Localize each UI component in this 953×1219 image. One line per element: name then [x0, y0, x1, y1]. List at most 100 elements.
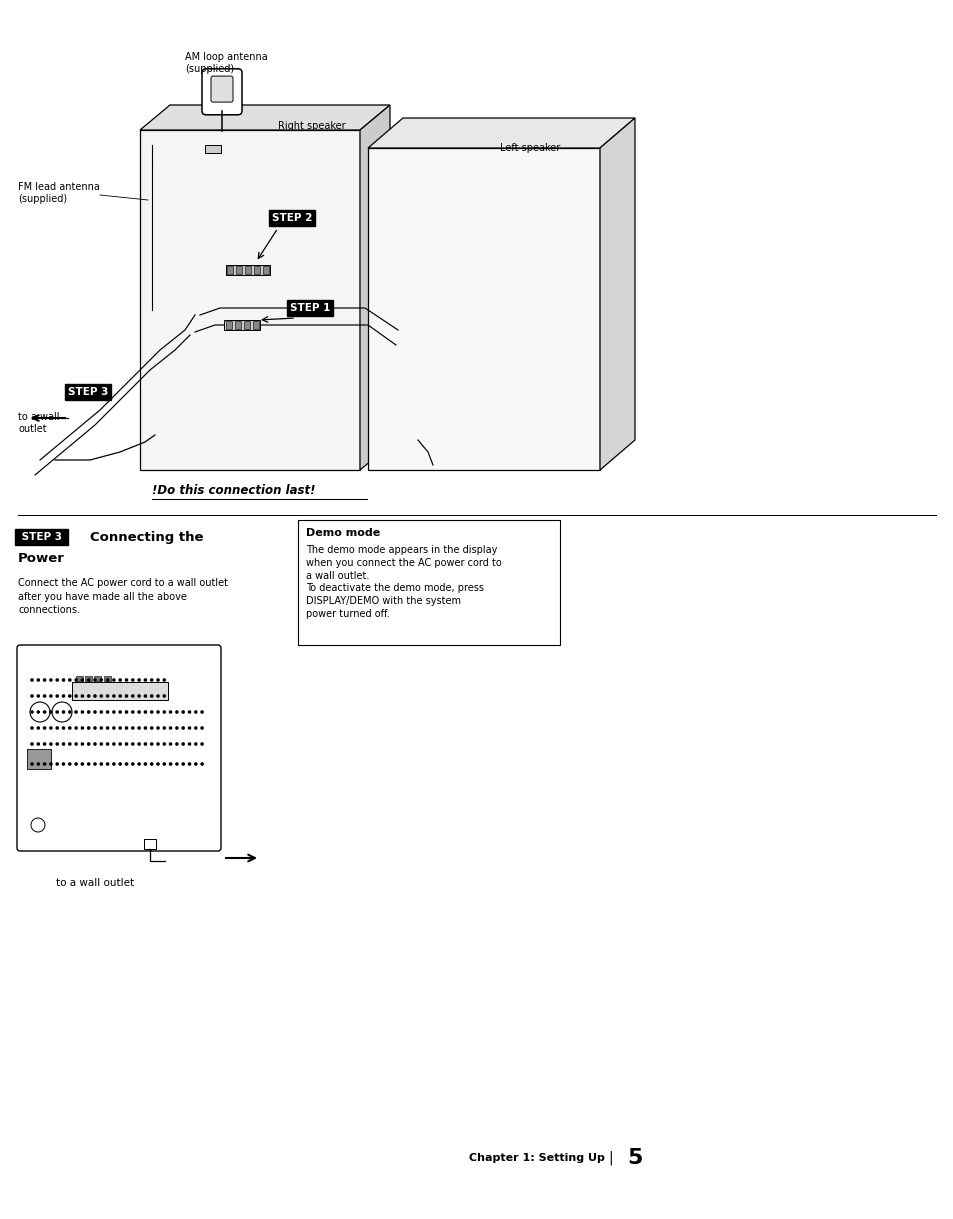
Text: STEP 2: STEP 2	[272, 213, 312, 223]
Circle shape	[163, 695, 165, 697]
Circle shape	[125, 742, 128, 745]
Circle shape	[151, 727, 152, 729]
FancyBboxPatch shape	[234, 321, 241, 329]
Circle shape	[37, 695, 39, 697]
Circle shape	[56, 695, 58, 697]
Text: Right speaker: Right speaker	[277, 121, 345, 130]
Circle shape	[119, 711, 121, 713]
Circle shape	[156, 742, 159, 745]
Circle shape	[81, 679, 84, 681]
Circle shape	[156, 695, 159, 697]
Circle shape	[125, 679, 128, 681]
Text: Demo mode: Demo mode	[306, 528, 380, 538]
Circle shape	[88, 763, 90, 766]
Circle shape	[62, 727, 65, 729]
Polygon shape	[599, 118, 635, 471]
Text: Left speaker: Left speaker	[499, 143, 559, 154]
Text: Chapter 1: Setting Up: Chapter 1: Setting Up	[469, 1153, 604, 1163]
Circle shape	[37, 727, 39, 729]
Circle shape	[132, 727, 133, 729]
FancyBboxPatch shape	[76, 675, 83, 681]
FancyBboxPatch shape	[253, 321, 258, 329]
Circle shape	[100, 679, 102, 681]
Circle shape	[132, 679, 133, 681]
Circle shape	[201, 742, 203, 745]
Circle shape	[62, 711, 65, 713]
Circle shape	[138, 711, 140, 713]
Circle shape	[112, 711, 115, 713]
Circle shape	[88, 742, 90, 745]
Circle shape	[125, 727, 128, 729]
FancyBboxPatch shape	[235, 266, 242, 274]
Circle shape	[56, 763, 58, 766]
Circle shape	[30, 679, 33, 681]
Circle shape	[188, 742, 191, 745]
Text: |: |	[608, 1151, 613, 1165]
Circle shape	[30, 711, 33, 713]
Circle shape	[163, 711, 165, 713]
Circle shape	[132, 742, 133, 745]
Circle shape	[163, 763, 165, 766]
FancyBboxPatch shape	[253, 266, 260, 274]
FancyBboxPatch shape	[202, 68, 242, 115]
Circle shape	[119, 695, 121, 697]
Circle shape	[88, 679, 90, 681]
Text: to a wall outlet: to a wall outlet	[56, 878, 134, 887]
Circle shape	[144, 727, 147, 729]
Circle shape	[175, 763, 178, 766]
Text: STEP 1: STEP 1	[290, 304, 330, 313]
FancyBboxPatch shape	[85, 675, 92, 681]
Circle shape	[88, 711, 90, 713]
Text: STEP 3: STEP 3	[68, 386, 109, 397]
Circle shape	[107, 742, 109, 745]
Circle shape	[201, 727, 203, 729]
Circle shape	[132, 695, 133, 697]
Circle shape	[30, 727, 33, 729]
FancyBboxPatch shape	[17, 645, 221, 851]
FancyBboxPatch shape	[226, 265, 270, 275]
Circle shape	[62, 742, 65, 745]
Circle shape	[93, 763, 96, 766]
Circle shape	[138, 727, 140, 729]
Circle shape	[30, 742, 33, 745]
Circle shape	[69, 711, 71, 713]
Circle shape	[37, 679, 39, 681]
Circle shape	[112, 679, 115, 681]
Circle shape	[37, 711, 39, 713]
FancyBboxPatch shape	[245, 266, 251, 274]
FancyBboxPatch shape	[94, 675, 101, 681]
Circle shape	[151, 742, 152, 745]
Circle shape	[88, 727, 90, 729]
Circle shape	[144, 711, 147, 713]
Circle shape	[156, 763, 159, 766]
FancyBboxPatch shape	[224, 321, 260, 330]
Circle shape	[107, 763, 109, 766]
Circle shape	[138, 679, 140, 681]
Circle shape	[44, 742, 46, 745]
Circle shape	[194, 763, 196, 766]
Circle shape	[50, 727, 52, 729]
Circle shape	[182, 711, 184, 713]
FancyBboxPatch shape	[205, 145, 221, 154]
Circle shape	[50, 742, 52, 745]
Circle shape	[188, 711, 191, 713]
Circle shape	[175, 711, 178, 713]
Polygon shape	[359, 105, 390, 471]
Text: STEP 3: STEP 3	[18, 531, 66, 542]
Circle shape	[188, 727, 191, 729]
Circle shape	[44, 763, 46, 766]
FancyBboxPatch shape	[227, 266, 233, 274]
Circle shape	[62, 695, 65, 697]
Circle shape	[201, 711, 203, 713]
Circle shape	[44, 679, 46, 681]
Circle shape	[144, 763, 147, 766]
Text: The demo mode appears in the display
when you connect the AC power cord to
a wal: The demo mode appears in the display whe…	[306, 545, 501, 619]
Circle shape	[201, 763, 203, 766]
Circle shape	[56, 679, 58, 681]
Circle shape	[100, 711, 102, 713]
Circle shape	[156, 711, 159, 713]
Circle shape	[75, 711, 77, 713]
FancyBboxPatch shape	[226, 321, 232, 329]
Circle shape	[56, 711, 58, 713]
Circle shape	[107, 695, 109, 697]
